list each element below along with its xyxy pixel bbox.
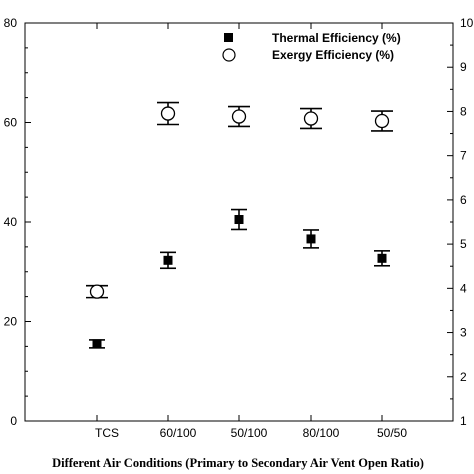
data-point-exergy <box>303 111 319 126</box>
x-tick-label: 50/100 <box>231 426 268 440</box>
y-right-tick-label: 1 <box>460 414 467 428</box>
axes <box>24 22 454 422</box>
y-tick-label: 60 <box>4 116 18 130</box>
y-right-tick-label: 10 <box>460 16 474 30</box>
y-right-tick-label: 3 <box>460 326 467 340</box>
y-tick-label: 80 <box>4 16 18 30</box>
data-point-thermal <box>306 234 316 244</box>
y-tick-label: 40 <box>4 215 18 229</box>
data-point-exergy <box>160 106 176 121</box>
data-point-thermal <box>92 339 102 349</box>
x-tick-label: 60/100 <box>160 426 197 440</box>
data-point-exergy <box>374 113 390 129</box>
legend: Thermal Efficiency (%) Exergy Efficiency… <box>222 31 401 62</box>
legend-label-thermal: Thermal Efficiency (%) <box>272 31 401 45</box>
y-tick-label: 20 <box>4 315 18 329</box>
x-axis-label: Different Air Conditions (Primary to Sec… <box>52 456 424 470</box>
y-tick-label: 0 <box>10 414 17 428</box>
y-right-tick-label: 5 <box>460 237 467 251</box>
x-tick-label: TCS <box>95 426 119 440</box>
y-right-tick-label: 9 <box>460 60 467 74</box>
legend-marker-exergy <box>222 48 236 62</box>
data-point-thermal <box>163 255 173 265</box>
x-tick-label: 50/50 <box>377 426 407 440</box>
y-right-tick-label: 8 <box>460 104 467 118</box>
data-point-thermal <box>377 253 387 263</box>
y-right-tick-label: 4 <box>460 281 467 295</box>
y-right-tick-label: 7 <box>460 149 467 163</box>
data-point-exergy <box>231 109 247 124</box>
data-point-thermal <box>234 215 244 225</box>
data-point-exergy <box>89 284 105 299</box>
y-right-tick-label: 2 <box>460 370 467 384</box>
legend-marker-thermal <box>224 33 233 42</box>
x-tick-label: 80/100 <box>303 426 340 440</box>
tick-labels: 0 20 40 60 80 1 2 3 4 5 6 7 8 9 10 TCS 60/100 50/100 80/10… <box>4 16 474 440</box>
y-right-tick-label: 6 <box>460 193 467 207</box>
data-marks <box>86 101 393 349</box>
legend-label-exergy: Exergy Efficiency (%) <box>272 48 394 62</box>
